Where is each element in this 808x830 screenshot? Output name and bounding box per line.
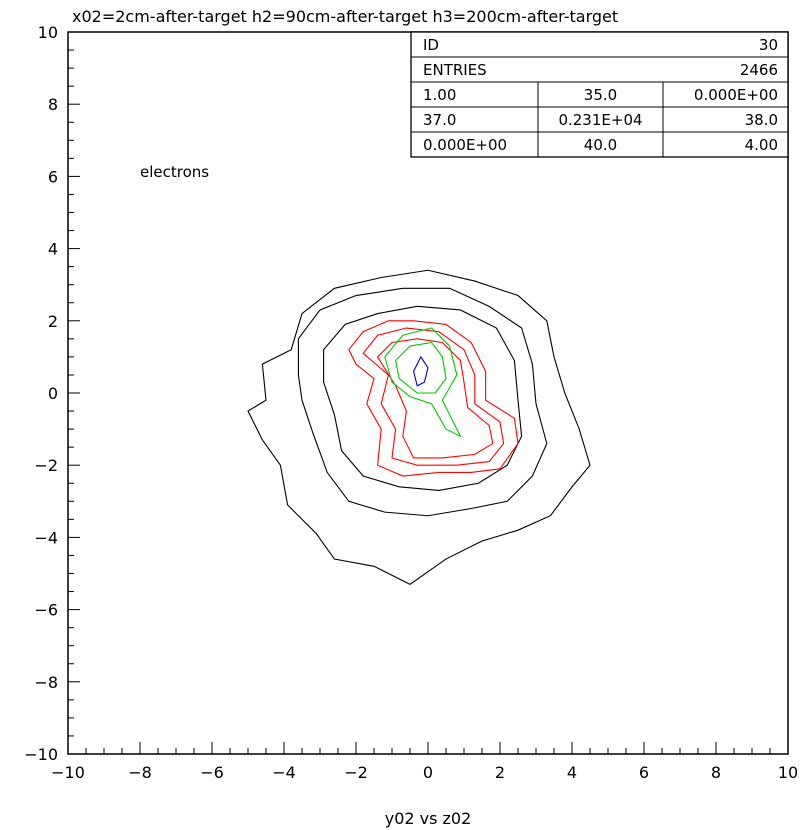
chart-title: x02=2cm-after-target h2=90cm-after-targe…	[72, 7, 618, 26]
contour-outer-0	[247, 269, 591, 585]
contour-mid-5	[376, 338, 494, 459]
contour-mid-3	[348, 320, 519, 477]
contour-lines	[247, 269, 591, 585]
x-tick-label: −10	[51, 763, 85, 782]
y-tick-label: 4	[48, 240, 58, 259]
contour-outer-2	[323, 305, 523, 492]
y-tick-label: −2	[34, 456, 58, 475]
contour-mid-4	[362, 327, 505, 466]
stats-value: 2466	[740, 61, 778, 79]
stats-cell: 0.000E+00	[423, 136, 507, 154]
y-tick-label: −8	[34, 673, 58, 692]
stats-cell: 4.00	[745, 136, 778, 154]
stats-cell: 1.00	[423, 86, 456, 104]
y-tick-label: −4	[34, 528, 58, 547]
x-tick-label: 2	[495, 763, 505, 782]
x-tick-label: 0	[423, 763, 433, 782]
stats-value: 30	[759, 36, 778, 54]
y-tick-label: −10	[24, 745, 58, 764]
y-tick-label: −6	[34, 601, 58, 620]
y-tick-label: 10	[38, 23, 58, 42]
x-tick-label: 4	[567, 763, 577, 782]
y-tick-label: 6	[48, 167, 58, 186]
stats-cell: 35.0	[584, 86, 617, 104]
x-tick-label: 8	[711, 763, 721, 782]
contour-outer-1	[297, 287, 548, 517]
stats-key: ENTRIES	[423, 61, 487, 79]
contour-core-8	[413, 355, 429, 387]
x-tick-label: 6	[639, 763, 649, 782]
axis-ticks: −10 −8 −6 −4 −2 0 2 4 6 8 10 10 8 6 4 2 0 −2 −4 −6 −8 −10	[24, 23, 798, 782]
contour-inner-6	[384, 327, 462, 438]
contour-inner-7	[395, 341, 447, 394]
stats-box-frame	[410, 31, 789, 158]
x-tick-label: −8	[128, 763, 152, 782]
y-tick-label: 0	[48, 384, 58, 403]
stats-cell: 0.000E+00	[694, 86, 778, 104]
annotation-electrons: electrons	[140, 163, 209, 181]
x-tick-label: 10	[778, 763, 798, 782]
stats-cell: 0.231E+04	[558, 111, 642, 129]
x-tick-label: −2	[344, 763, 368, 782]
stats-box: ID 30 ENTRIES 2466 1.00 35.0 0.000E+00 37.0 0.23…	[410, 31, 789, 158]
stats-cell: 38.0	[745, 111, 778, 129]
y-tick-label: 2	[48, 312, 58, 331]
x-tick-label: −4	[272, 763, 296, 782]
x-axis-label: y02 vs z02	[385, 809, 472, 828]
y-tick-label: 8	[48, 95, 58, 114]
stats-cell: 37.0	[423, 111, 456, 129]
stats-key: ID	[423, 36, 439, 54]
x-tick-label: −6	[200, 763, 224, 782]
stats-cell: 40.0	[584, 136, 617, 154]
